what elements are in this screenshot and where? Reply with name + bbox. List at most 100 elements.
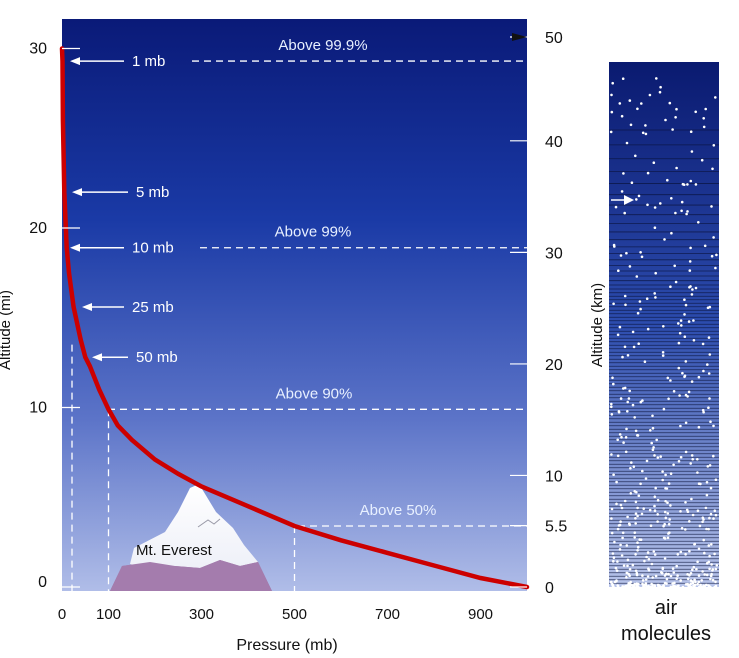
molecule-dot <box>611 81 614 85</box>
pressure-label: 10 mb <box>132 240 174 257</box>
molecule-dot <box>712 236 715 239</box>
molecule-dot <box>619 503 623 507</box>
molecule-dot <box>663 574 667 577</box>
molecule-dot <box>694 183 698 186</box>
molecule-dot <box>680 200 684 204</box>
molecule-dot <box>691 288 694 291</box>
molecule-dot <box>708 516 711 520</box>
molecule-dot <box>661 567 665 571</box>
molecule-dot <box>663 510 667 514</box>
percent-labels: Above 99.9% Above 99% Above 90% Above 50% <box>275 37 437 519</box>
percent-label: Above 90% <box>276 385 353 402</box>
molecule-dot <box>628 99 632 102</box>
pressure-arrow-icon <box>72 188 82 197</box>
molecule-dot <box>691 458 694 461</box>
molecule-dot <box>675 577 678 580</box>
molecule-dot <box>656 513 659 516</box>
molecule-dot <box>665 577 669 581</box>
molecule-dot <box>701 408 705 412</box>
x-tick-label: 700 <box>375 606 400 623</box>
molecule-dot <box>648 508 652 512</box>
molecule-dot <box>620 554 624 557</box>
molecule-dot <box>688 549 691 553</box>
molecule-dot <box>629 467 632 470</box>
molecule-dot <box>654 574 658 578</box>
right-tick-label: 40 <box>545 134 563 151</box>
molecule-dot <box>676 574 679 577</box>
left-tick-label: 0 <box>38 574 47 591</box>
molecule-dot <box>612 382 615 386</box>
molecule-dot <box>701 520 704 524</box>
molecule-dot <box>713 585 716 589</box>
molecule-dot <box>653 495 657 499</box>
molecule-dot <box>646 171 650 175</box>
molecule-dot <box>697 574 701 577</box>
molecule-dot <box>610 93 613 97</box>
molecule-dot <box>634 500 638 504</box>
molecule-dot <box>622 387 625 390</box>
molecule-dot <box>625 544 629 547</box>
molecule-dot <box>644 132 648 136</box>
molecule-dot <box>689 582 692 586</box>
molecule-dot <box>630 461 633 464</box>
pressure-arrow-icon <box>70 243 80 252</box>
molecule-dot <box>686 395 689 398</box>
molecule-dot <box>676 584 679 588</box>
molecule-dot <box>646 551 650 554</box>
molecule-dot <box>703 244 707 248</box>
molecule-dot <box>635 275 639 278</box>
molecule-dot <box>680 209 683 213</box>
molecule-dot <box>712 144 716 147</box>
molecule-dot <box>666 512 670 515</box>
molecule-dot <box>705 493 709 497</box>
molecule-dot <box>648 93 652 97</box>
molecule-dot <box>634 553 637 556</box>
molecule-dot <box>629 585 632 589</box>
molecule-dot <box>677 366 681 370</box>
molecule-dot <box>685 508 689 512</box>
molecule-dot <box>689 130 693 133</box>
molecule-dot <box>713 509 717 513</box>
molecule-dot <box>654 271 657 275</box>
molecule-dot <box>641 469 644 473</box>
molecule-dot <box>689 179 693 183</box>
molecule-dot <box>693 543 696 546</box>
molecule-dot <box>647 567 650 570</box>
molecule-dot <box>649 524 653 527</box>
molecule-dot <box>626 515 629 519</box>
molecule-dot <box>621 355 624 359</box>
molecule-dot <box>610 517 613 520</box>
molecule-dot <box>684 360 688 363</box>
molecule-dot <box>623 499 627 503</box>
molecule-dot <box>712 424 715 428</box>
molecule-dot <box>664 487 667 490</box>
molecule-dot <box>622 441 625 444</box>
molecule-dot <box>663 238 666 241</box>
molecule-dot <box>664 473 667 477</box>
molecule-dot <box>641 579 645 582</box>
molecule-dot <box>644 124 647 127</box>
molecule-dot <box>627 397 631 400</box>
molecule-dot <box>650 562 654 566</box>
molecule-dot <box>662 536 666 540</box>
molecule-dot <box>699 482 702 486</box>
molecule-dot <box>618 325 622 329</box>
molecule-dot <box>690 380 694 383</box>
molecule-dot <box>674 280 678 284</box>
molecule-dot <box>709 585 712 589</box>
molecule-dot <box>667 532 670 535</box>
molecule-dot <box>711 167 714 171</box>
molecule-dot <box>625 575 628 579</box>
molecule-dot <box>678 331 682 335</box>
molecule-dot <box>659 585 662 588</box>
molecule-dot <box>647 558 651 561</box>
molecule-dot <box>711 578 715 582</box>
right-tick-label: 20 <box>545 357 563 374</box>
molecule-dot <box>625 141 629 145</box>
molecule-dot <box>669 379 672 382</box>
molecule-dot <box>707 560 711 564</box>
molecule-dot <box>704 506 708 510</box>
molecule-dot <box>628 568 632 571</box>
molecule-dot <box>661 478 664 482</box>
molecule-dot <box>670 231 673 235</box>
